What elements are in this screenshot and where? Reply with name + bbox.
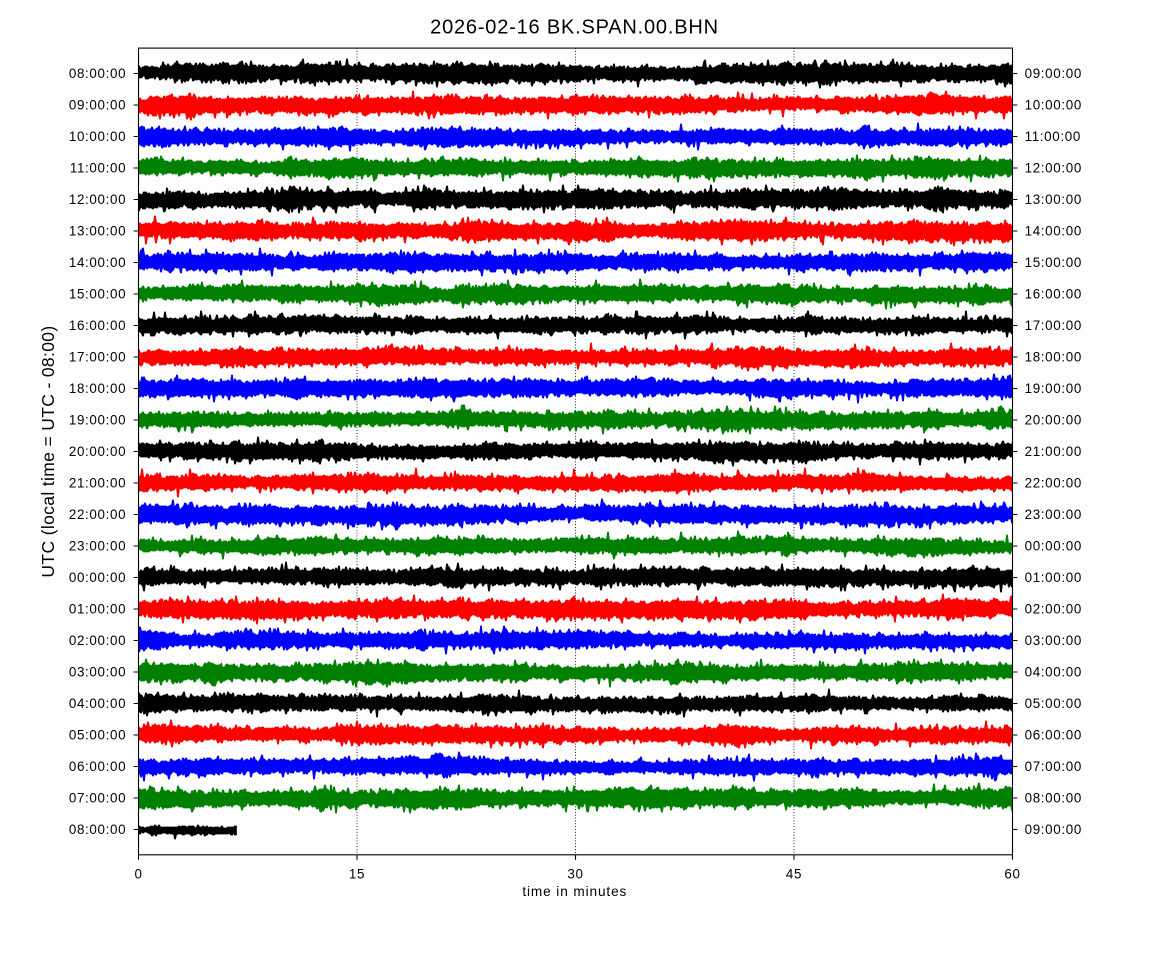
svg-text:01:00:00: 01:00:00 [69, 601, 126, 616]
svg-text:17:00:00: 17:00:00 [69, 349, 126, 364]
svg-text:16:00:00: 16:00:00 [69, 318, 126, 333]
svg-text:07:00:00: 07:00:00 [69, 790, 126, 805]
svg-text:03:00:00: 03:00:00 [1025, 633, 1082, 648]
svg-text:18:00:00: 18:00:00 [69, 381, 126, 396]
svg-text:02:00:00: 02:00:00 [69, 633, 126, 648]
svg-text:21:00:00: 21:00:00 [1025, 444, 1082, 459]
svg-text:08:00:00: 08:00:00 [69, 66, 126, 81]
svg-text:15:00:00: 15:00:00 [1025, 255, 1082, 270]
svg-text:10:00:00: 10:00:00 [1025, 97, 1082, 112]
svg-text:00:00:00: 00:00:00 [1025, 538, 1082, 553]
svg-text:15:00:00: 15:00:00 [69, 286, 126, 301]
svg-text:14:00:00: 14:00:00 [1025, 223, 1082, 238]
svg-text:45: 45 [786, 866, 802, 881]
svg-text:10:00:00: 10:00:00 [69, 129, 126, 144]
svg-text:0: 0 [134, 866, 142, 881]
svg-text:12:00:00: 12:00:00 [1025, 160, 1082, 175]
svg-text:06:00:00: 06:00:00 [69, 759, 126, 774]
svg-text:21:00:00: 21:00:00 [69, 475, 126, 490]
svg-text:2026-02-16 BK.SPAN.00.BHN: 2026-02-16 BK.SPAN.00.BHN [430, 17, 719, 39]
svg-text:12:00:00: 12:00:00 [69, 192, 126, 207]
svg-text:08:00:00: 08:00:00 [69, 822, 126, 837]
svg-text:08:00:00: 08:00:00 [1025, 790, 1082, 805]
svg-text:00:00:00: 00:00:00 [69, 570, 126, 585]
svg-text:02:00:00: 02:00:00 [1025, 601, 1082, 616]
svg-text:09:00:00: 09:00:00 [1025, 66, 1082, 81]
svg-text:30: 30 [567, 866, 583, 881]
svg-text:13:00:00: 13:00:00 [1025, 192, 1082, 207]
svg-text:19:00:00: 19:00:00 [1025, 381, 1082, 396]
svg-text:05:00:00: 05:00:00 [69, 727, 126, 742]
svg-text:11:00:00: 11:00:00 [70, 160, 126, 175]
svg-text:16:00:00: 16:00:00 [1025, 286, 1082, 301]
svg-text:01:00:00: 01:00:00 [1025, 570, 1082, 585]
svg-text:time in minutes: time in minutes [522, 884, 627, 899]
svg-text:15: 15 [349, 866, 365, 881]
svg-text:20:00:00: 20:00:00 [1025, 412, 1082, 427]
svg-text:22:00:00: 22:00:00 [1025, 475, 1082, 490]
svg-text:09:00:00: 09:00:00 [1025, 822, 1082, 837]
svg-text:22:00:00: 22:00:00 [69, 507, 126, 522]
svg-text:18:00:00: 18:00:00 [1025, 349, 1082, 364]
svg-text:13:00:00: 13:00:00 [69, 223, 126, 238]
svg-text:UTC (local time = UTC - 08:00): UTC (local time = UTC - 08:00) [38, 325, 58, 577]
svg-text:06:00:00: 06:00:00 [1025, 727, 1082, 742]
svg-text:23:00:00: 23:00:00 [1025, 507, 1082, 522]
svg-text:05:00:00: 05:00:00 [1025, 696, 1082, 711]
svg-text:04:00:00: 04:00:00 [69, 696, 126, 711]
svg-text:09:00:00: 09:00:00 [69, 97, 126, 112]
svg-text:23:00:00: 23:00:00 [69, 538, 126, 553]
svg-text:20:00:00: 20:00:00 [69, 444, 126, 459]
svg-text:19:00:00: 19:00:00 [69, 412, 126, 427]
svg-text:14:00:00: 14:00:00 [69, 255, 126, 270]
svg-text:07:00:00: 07:00:00 [1025, 759, 1082, 774]
svg-text:04:00:00: 04:00:00 [1025, 664, 1082, 679]
svg-text:03:00:00: 03:00:00 [69, 664, 126, 679]
svg-text:60: 60 [1004, 866, 1020, 881]
svg-text:17:00:00: 17:00:00 [1025, 318, 1082, 333]
svg-text:11:00:00: 11:00:00 [1025, 129, 1081, 144]
